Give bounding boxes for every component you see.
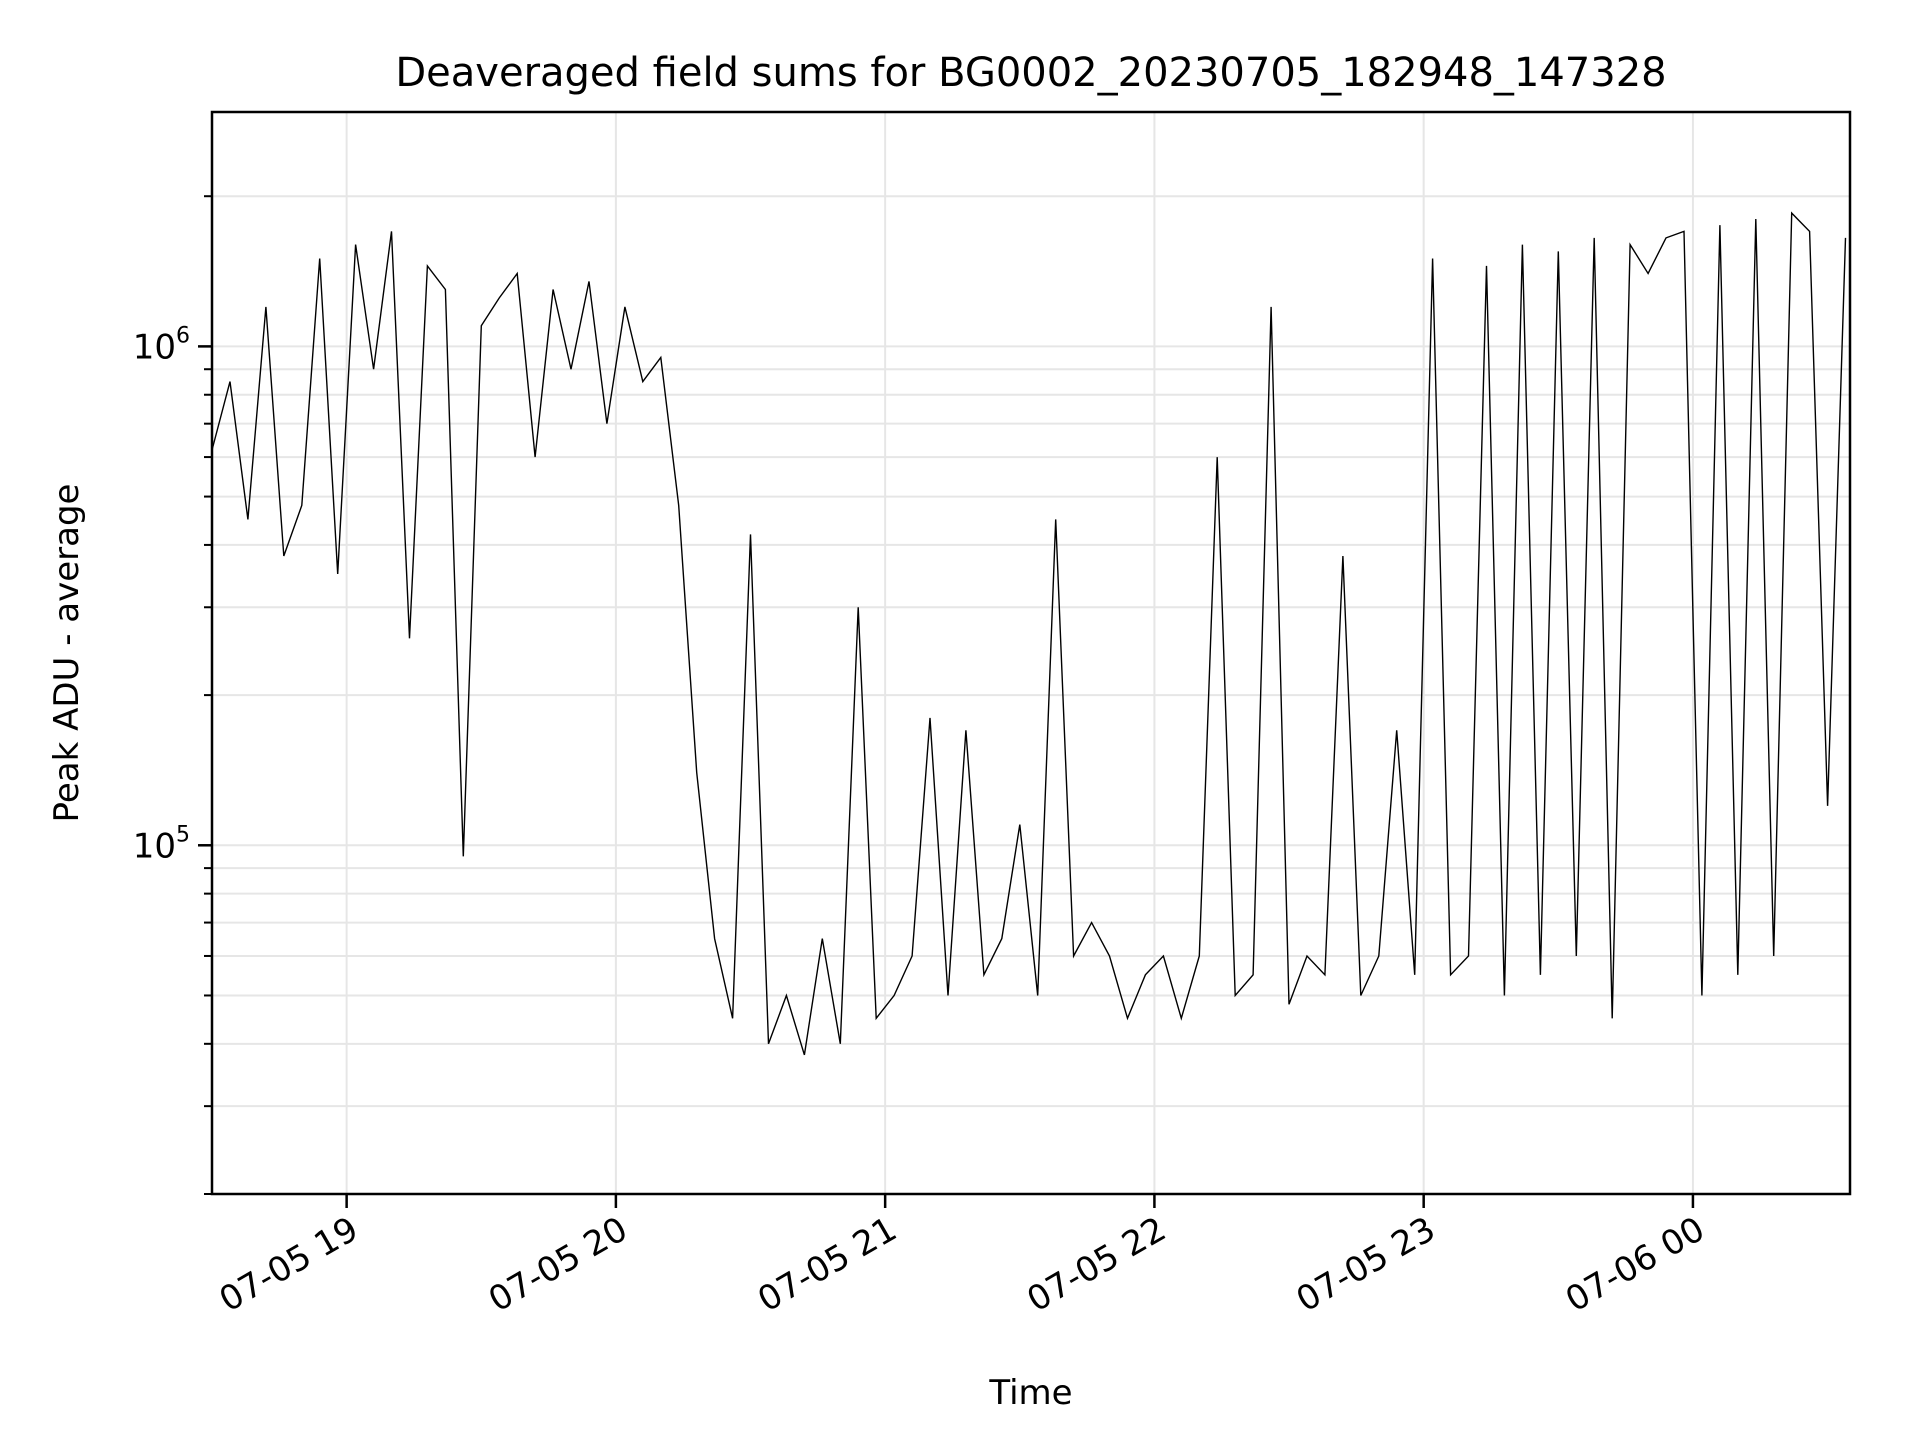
y-tick-label: 106 xyxy=(133,323,190,367)
x-axis-ticks: 07-05 19 07-05 20 07-05 21 07-05 22 07-05 23… xyxy=(213,1194,1711,1320)
data-series xyxy=(211,211,1847,1056)
x-tick-label: 07-05 21 xyxy=(751,1209,903,1320)
x-axis-label: Time xyxy=(988,1373,1072,1413)
x-tick-label: 07-05 20 xyxy=(482,1209,634,1320)
chart-title: Deaveraged field sums for BG0002_2023070… xyxy=(395,50,1666,96)
x-tick-label: 07-05 23 xyxy=(1290,1209,1442,1320)
y-tick-label: 105 xyxy=(133,822,190,866)
y-axis-ticks: 105 106 xyxy=(133,195,212,1195)
y-axis-label: Peak ADU - average xyxy=(47,484,87,823)
series-line xyxy=(211,211,1847,1056)
x-tick-label: 07-05 19 xyxy=(213,1209,365,1320)
plot-frame xyxy=(210,110,1852,1196)
x-tick-label: 07-06 00 xyxy=(1559,1209,1711,1320)
x-tick-label: 07-05 22 xyxy=(1021,1209,1173,1320)
plot-background xyxy=(212,112,1850,1194)
